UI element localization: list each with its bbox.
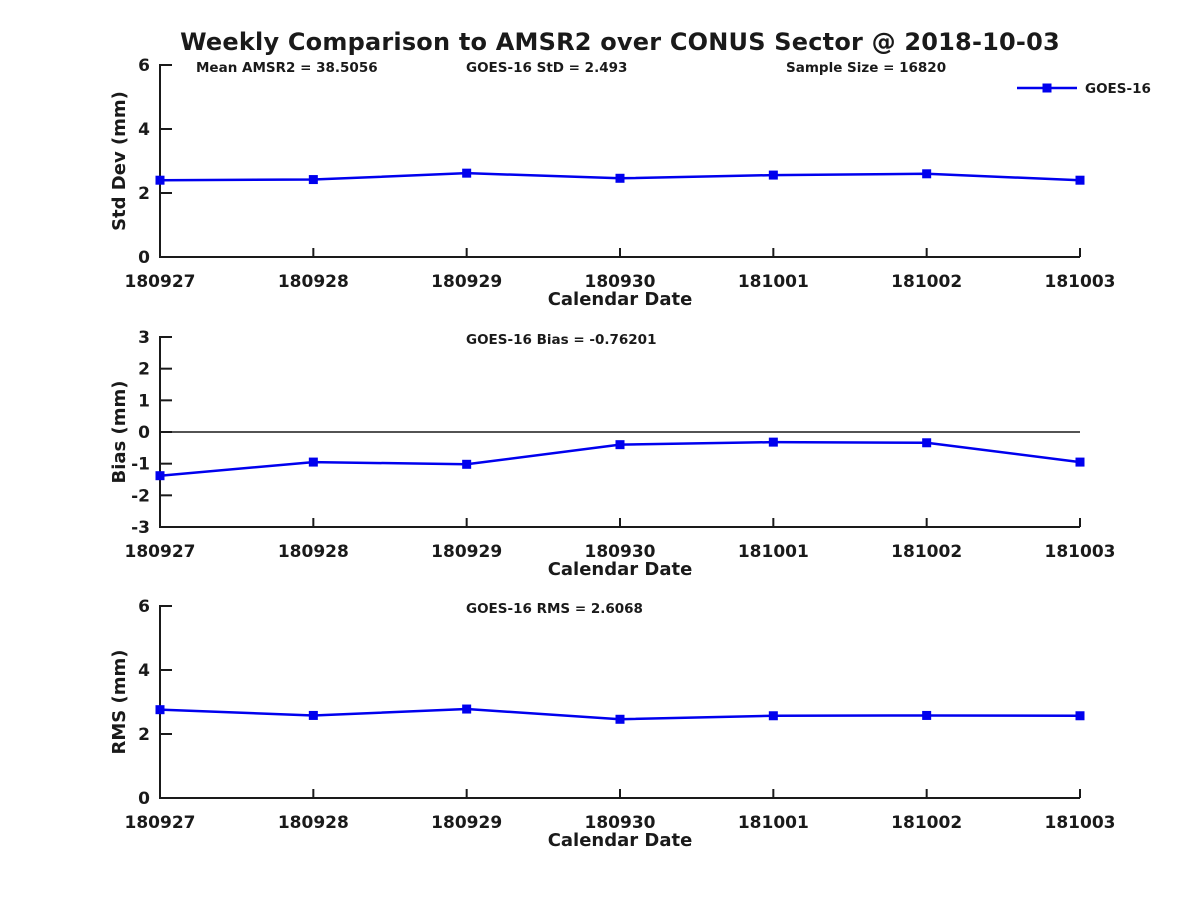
- data-point-marker: [308, 457, 318, 467]
- data-point-marker: [155, 175, 165, 185]
- x-tick-label: 181003: [1045, 542, 1116, 562]
- y-tick-label: 0: [138, 789, 150, 809]
- x-tick-label: 181003: [1045, 272, 1116, 292]
- legend-label: GOES-16: [1085, 81, 1151, 97]
- stat-annotation: Sample Size = 16820: [786, 60, 946, 76]
- y-tick-label: 6: [138, 56, 150, 76]
- y-tick-label: 6: [138, 597, 150, 617]
- y-axis-label: Bias (mm): [109, 381, 130, 484]
- x-tick-label: 180928: [278, 272, 349, 292]
- x-tick-label: 180928: [278, 542, 349, 562]
- x-tick-label: 181003: [1045, 813, 1116, 833]
- x-tick-label: 180927: [125, 542, 196, 562]
- data-point-marker: [462, 459, 472, 469]
- x-axis-label: Calendar Date: [548, 830, 693, 851]
- y-tick-label: 2: [138, 725, 150, 745]
- x-tick-label: 181001: [738, 542, 809, 562]
- x-tick-label: 180929: [431, 272, 502, 292]
- x-tick-label: 180927: [125, 813, 196, 833]
- data-point-marker: [768, 437, 778, 447]
- data-point-marker: [768, 170, 778, 180]
- x-tick-label: 180930: [585, 542, 656, 562]
- data-point-marker: [308, 710, 318, 720]
- x-axis-label: Calendar Date: [548, 289, 693, 310]
- chart-std-dev-mm: 0 2 4 6 180927 180928 180929 180930 181001 181002…: [109, 56, 1115, 310]
- data-point-marker: [308, 175, 318, 185]
- stat-annotation: GOES-16 Bias = -0.76201: [466, 332, 656, 348]
- data-point-marker: [462, 168, 472, 178]
- x-tick-label: 181002: [891, 272, 962, 292]
- page-title: Weekly Comparison to AMSR2 over CONUS Se…: [180, 28, 1060, 56]
- data-point-marker: [922, 710, 932, 720]
- data-point-marker: [462, 704, 472, 714]
- x-tick-label: 180929: [431, 813, 502, 833]
- y-tick-label: 2: [138, 360, 150, 380]
- data-point-marker: [768, 711, 778, 721]
- stat-annotation: GOES-16 RMS = 2.6068: [466, 601, 643, 617]
- data-point-marker: [155, 705, 165, 715]
- data-point-marker: [615, 714, 625, 724]
- y-tick-label: 4: [138, 661, 150, 681]
- axis-line: [159, 605, 1080, 799]
- axis-line: [159, 64, 1080, 258]
- x-axis-label: Calendar Date: [548, 559, 693, 580]
- y-axis-label: Std Dev (mm): [109, 91, 130, 231]
- chart-rms-mm: 0 2 4 6 180927 180928 180929 180930 181001 181002…: [109, 597, 1115, 851]
- stat-annotation: GOES-16 StD = 2.493: [466, 60, 627, 76]
- x-tick-label: 180928: [278, 813, 349, 833]
- y-tick-label: 1: [138, 391, 150, 411]
- x-tick-label: 181001: [738, 813, 809, 833]
- y-tick-label: -2: [131, 486, 150, 506]
- x-tick-label: 180927: [125, 272, 196, 292]
- y-tick-label: -1: [131, 455, 150, 475]
- x-tick-label: 180930: [585, 813, 656, 833]
- data-point-marker: [922, 169, 932, 179]
- y-tick-label: 0: [138, 248, 150, 268]
- x-tick-label: 181002: [891, 813, 962, 833]
- y-axis-label: RMS (mm): [109, 650, 130, 755]
- y-tick-label: -3: [131, 518, 150, 538]
- chart-bias-mm: -3 -2 -1 0 1 2 3 180927 180928 180929 180930 181001…: [109, 328, 1115, 580]
- x-tick-label: 180929: [431, 542, 502, 562]
- y-tick-label: 2: [138, 184, 150, 204]
- y-tick-label: 4: [138, 120, 150, 140]
- x-tick-label: 181001: [738, 272, 809, 292]
- x-tick-label: 181002: [891, 542, 962, 562]
- x-tick-label: 180930: [585, 272, 656, 292]
- y-tick-label: 0: [138, 423, 150, 443]
- y-tick-label: 3: [138, 328, 150, 348]
- data-point-marker: [615, 440, 625, 450]
- data-point-marker: [922, 438, 932, 448]
- data-point-marker: [1075, 457, 1085, 467]
- legend: GOES-16: [1017, 81, 1151, 97]
- legend-marker: [1042, 83, 1052, 93]
- data-point-marker: [155, 471, 165, 481]
- data-point-marker: [615, 173, 625, 183]
- stat-annotation: Mean AMSR2 = 38.5056: [196, 60, 378, 76]
- data-point-marker: [1075, 711, 1085, 721]
- data-point-marker: [1075, 175, 1085, 185]
